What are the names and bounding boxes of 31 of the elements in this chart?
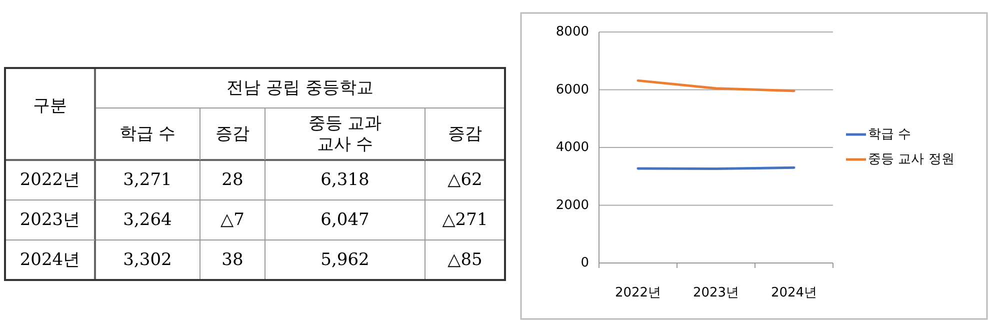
legend-label: 학급 수	[868, 127, 912, 142]
category-label: 2024년	[20, 250, 80, 270]
y-tick-label: 0	[580, 256, 589, 270]
text: △271	[442, 210, 488, 230]
category-label: 2022년	[20, 170, 80, 190]
x-tick-label: 2022년	[614, 286, 662, 300]
category-label: 증감	[216, 124, 250, 144]
x-tick-label: 2023년	[692, 286, 740, 300]
text: 3,264	[123, 210, 172, 230]
text: 3,302	[123, 250, 172, 270]
text: △62	[448, 170, 482, 190]
category-label: 증감	[448, 124, 482, 144]
y-tick-label: 2000	[556, 198, 589, 213]
category-label: 중등 교과 교사 수	[308, 113, 382, 155]
category-label: 2023년	[20, 210, 80, 230]
y-tick-label: 8000	[556, 24, 589, 40]
text: △85	[448, 250, 482, 270]
x-tick-label: 2024년	[770, 286, 818, 300]
text: 구분	[33, 96, 67, 116]
text: 전남 공립 중등학교	[226, 78, 374, 98]
category-label: 학급 수	[119, 124, 176, 144]
text: 6,318	[320, 170, 370, 190]
text: 38	[222, 250, 244, 270]
text: 3,271	[123, 170, 172, 190]
text: △7	[220, 210, 244, 230]
text: 5,962	[320, 250, 370, 270]
y-tick-label: 6000	[556, 82, 589, 98]
legend-label: 중등 교사 정원	[868, 152, 954, 167]
text: 28	[222, 170, 244, 190]
y-tick-label: 4000	[556, 140, 589, 155]
text: 6,047	[320, 210, 370, 230]
